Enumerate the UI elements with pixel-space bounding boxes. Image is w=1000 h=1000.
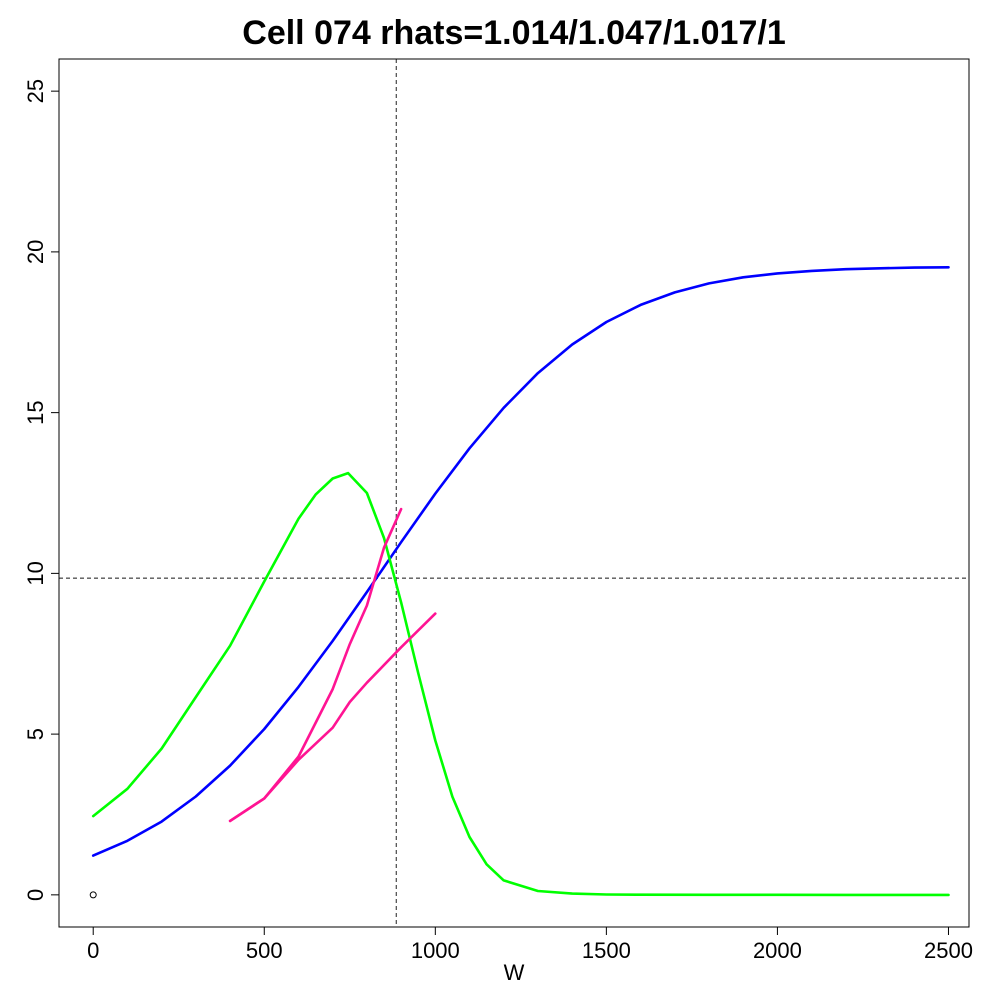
y-tick-label-20: 20	[23, 240, 48, 264]
chart-title: Cell 074 rhats=1.014/1.047/1.017/1	[242, 14, 785, 52]
y-tick-label-25: 25	[23, 79, 48, 103]
x-tick-label-0: 0	[87, 938, 99, 963]
series-line-1	[91, 265, 950, 857]
y-tick-label-0: 0	[23, 889, 48, 901]
x-tick-label-2000: 2000	[753, 938, 802, 963]
y-tick-label-15: 15	[23, 400, 48, 424]
x-tick-label-500: 500	[246, 938, 283, 963]
y-tick-label-10: 10	[23, 561, 48, 585]
x-axis-label: W	[504, 960, 525, 985]
x-tick-label-2500: 2500	[924, 938, 973, 963]
x-axis: 0 500 1000 1500 2000 2500	[87, 926, 973, 963]
x-tick-label-1500: 1500	[582, 938, 631, 963]
x-tick-label-1000: 1000	[411, 938, 460, 963]
data-point-1	[89, 891, 97, 899]
series-line-2	[91, 471, 950, 897]
series-line-4	[228, 612, 437, 823]
y-tick-label-5: 5	[23, 728, 48, 740]
y-axis: 0 5 10 15 20 25	[23, 79, 60, 901]
plot-area	[59, 59, 969, 927]
